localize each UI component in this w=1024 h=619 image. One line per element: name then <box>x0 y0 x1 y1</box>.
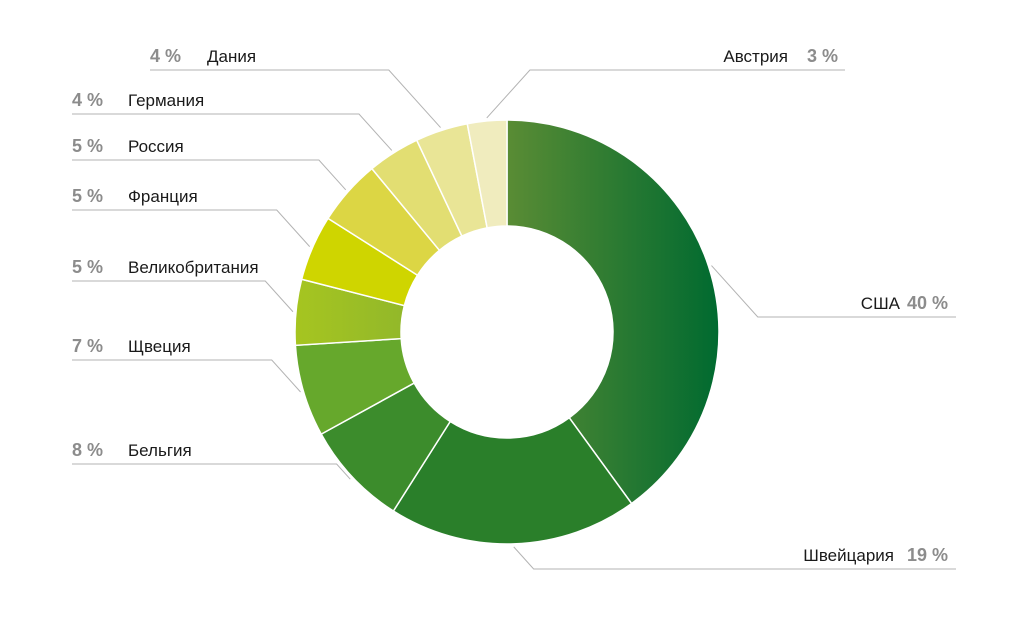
value-label-item-8: 4 % <box>150 46 181 66</box>
category-label-item-2: Бельгия <box>128 441 192 460</box>
category-label-item-8: Дания <box>207 47 256 66</box>
slice-item-1 <box>392 416 633 545</box>
leader-lines <box>72 69 956 570</box>
leader-line-item-3 <box>72 359 301 393</box>
value-label-item-0: 40 % <box>907 293 948 313</box>
category-label-item-1: Швейцария <box>803 546 894 565</box>
leader-line-item-7 <box>72 113 393 151</box>
leader-line-item-2 <box>72 463 351 480</box>
category-label-item-5: Франция <box>128 187 198 206</box>
value-label-item-3: 7 % <box>72 336 103 356</box>
leader-line-item-4 <box>72 280 294 313</box>
leader-line-item-6 <box>72 159 347 191</box>
category-label-item-4: Великобритания <box>128 258 259 277</box>
leader-line-item-0 <box>711 265 956 318</box>
category-label-item-0: США <box>861 294 901 313</box>
donut-slices <box>294 119 720 545</box>
value-label-item-1: 19 % <box>907 545 948 565</box>
value-label-item-4: 5 % <box>72 257 103 277</box>
leader-line-item-5 <box>72 209 311 247</box>
leader-line-item-1 <box>513 546 956 570</box>
value-label-item-9: 3 % <box>807 46 838 66</box>
category-label-item-3: Щвеция <box>128 337 191 356</box>
slice-item-9 <box>466 119 508 229</box>
slice-item-0 <box>506 119 720 505</box>
category-label-item-9: Австрия <box>723 47 788 66</box>
leader-line-item-8 <box>150 69 441 128</box>
category-label-item-6: Россия <box>128 137 184 156</box>
value-label-item-5: 5 % <box>72 186 103 206</box>
category-label-item-7: Германия <box>128 91 204 110</box>
leader-line-item-9 <box>486 69 845 119</box>
value-label-item-7: 4 % <box>72 90 103 110</box>
value-label-item-6: 5 % <box>72 136 103 156</box>
category-labels: 40 % США 19 % Швейцария 8 % Бельгия 7 % Щвеция 5… <box>72 46 948 565</box>
value-label-item-2: 8 % <box>72 440 103 460</box>
